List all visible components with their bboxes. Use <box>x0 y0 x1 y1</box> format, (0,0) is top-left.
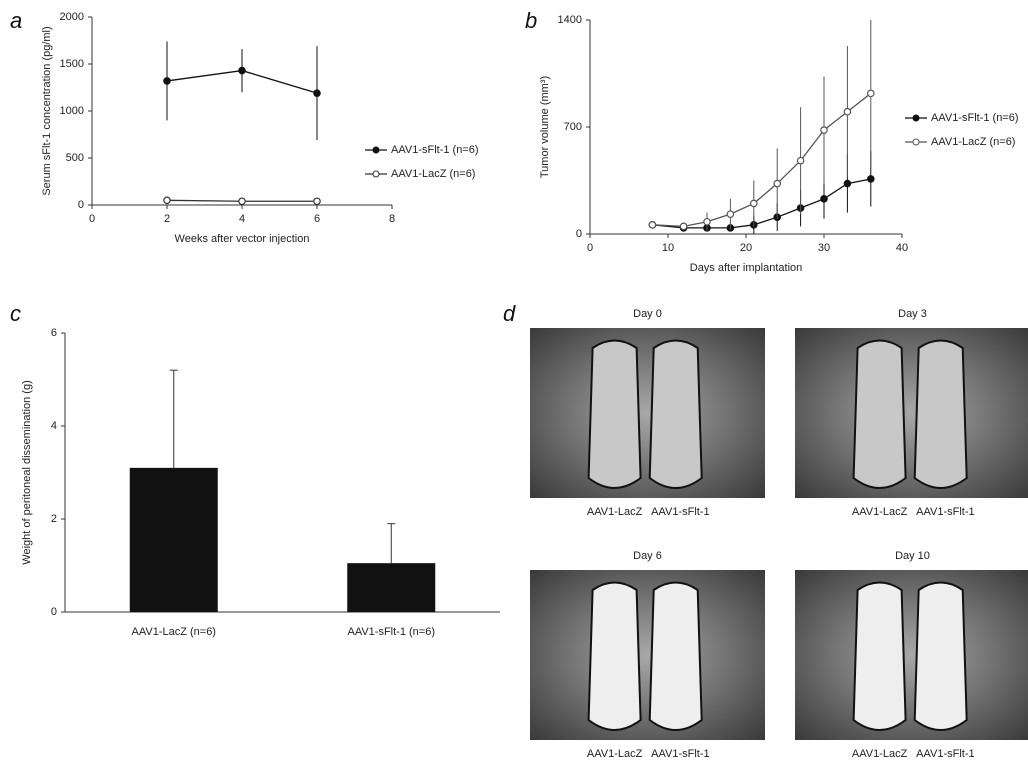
x-axis-label: Days after implantation <box>690 262 803 274</box>
y-axis-label: Weight of peritoneal dissemination (g) <box>21 380 33 564</box>
bar <box>130 468 218 612</box>
data-point <box>751 200 757 206</box>
y-axis-label: Tumor volume (mm³) <box>539 76 551 178</box>
data-point <box>239 198 245 204</box>
mouse-silhouette <box>854 583 906 731</box>
x-tick-label: 30 <box>818 242 830 254</box>
y-tick-label: 1400 <box>558 14 582 26</box>
data-point <box>314 90 320 96</box>
photo-caption: AAV1-sFlt-1 <box>916 506 974 518</box>
photo-caption: AAV1-LacZ <box>852 748 908 760</box>
legend-label: AAV1-sFlt-1 (n=6) <box>931 112 1019 124</box>
mouse-silhouette <box>589 341 641 489</box>
legend-marker <box>913 115 919 121</box>
photo-title: Day 0 <box>633 308 662 320</box>
data-point <box>868 90 874 96</box>
series-line <box>652 179 870 228</box>
figure: a024680500100015002000Weeks after vector… <box>0 0 1028 762</box>
photo-caption: AAV1-LacZ <box>587 506 643 518</box>
mouse-silhouette <box>650 341 702 489</box>
data-point <box>844 180 850 186</box>
x-tick-label: 0 <box>89 213 95 225</box>
photo-title: Day 10 <box>895 550 930 562</box>
data-point <box>844 109 850 115</box>
mouse-silhouette <box>854 341 906 489</box>
data-point <box>774 180 780 186</box>
x-tick-label: 20 <box>740 242 752 254</box>
y-tick-label: 0 <box>51 606 57 618</box>
y-axis-label: Serum sFlt-1 concentration (pg/ml) <box>41 26 53 195</box>
data-point <box>314 198 320 204</box>
y-tick-label: 500 <box>66 152 84 164</box>
panel-label: a <box>10 8 22 33</box>
photo-caption: AAV1-LacZ <box>852 506 908 518</box>
data-point <box>164 78 170 84</box>
data-point <box>704 219 710 225</box>
data-point <box>797 157 803 163</box>
bar <box>347 563 435 612</box>
panel-label: b <box>525 8 537 33</box>
legend-marker <box>373 171 379 177</box>
x-tick-label: 8 <box>389 213 395 225</box>
mouse-silhouette <box>915 341 967 489</box>
mouse-silhouette <box>650 583 702 731</box>
y-tick-label: 0 <box>576 228 582 240</box>
x-tick-label: 6 <box>314 213 320 225</box>
data-point <box>649 222 655 228</box>
photo-caption: AAV1-sFlt-1 <box>916 748 974 760</box>
data-point <box>727 211 733 217</box>
y-tick-label: 6 <box>51 327 57 339</box>
data-point <box>868 176 874 182</box>
photo-caption: AAV1-LacZ <box>587 748 643 760</box>
y-tick-label: 2000 <box>60 11 84 23</box>
legend-marker <box>913 139 919 145</box>
x-axis-label: Weeks after vector injection <box>175 233 310 245</box>
y-tick-label: 700 <box>564 121 582 133</box>
data-point <box>680 223 686 229</box>
photo-caption: AAV1-sFlt-1 <box>651 748 709 760</box>
y-tick-label: 2 <box>51 513 57 525</box>
photo <box>530 328 765 498</box>
panel-label: d <box>503 301 516 326</box>
photo <box>795 570 1028 740</box>
x-tick-label: AAV1-sFlt-1 (n=6) <box>347 626 435 638</box>
x-tick-label: 10 <box>662 242 674 254</box>
x-tick-label: 2 <box>164 213 170 225</box>
mouse-silhouette <box>589 583 641 731</box>
y-tick-label: 1000 <box>60 105 84 117</box>
data-point <box>821 127 827 133</box>
legend-label: AAV1-LacZ (n=6) <box>931 136 1015 148</box>
x-tick-label: 40 <box>896 242 908 254</box>
photo-caption: AAV1-sFlt-1 <box>651 506 709 518</box>
data-point <box>239 67 245 73</box>
series-line <box>652 93 870 226</box>
legend-label: AAV1-LacZ (n=6) <box>391 168 475 180</box>
x-tick-label: AAV1-LacZ (n=6) <box>132 626 216 638</box>
data-point <box>164 197 170 203</box>
x-tick-label: 0 <box>587 242 593 254</box>
photo-title: Day 3 <box>898 308 927 320</box>
y-tick-label: 0 <box>78 199 84 211</box>
y-tick-label: 1500 <box>60 58 84 70</box>
legend-label: AAV1-sFlt-1 (n=6) <box>391 144 479 156</box>
x-tick-label: 4 <box>239 213 245 225</box>
y-tick-label: 4 <box>51 420 57 432</box>
photo <box>530 570 765 740</box>
mouse-silhouette <box>915 583 967 731</box>
legend-marker <box>373 147 379 153</box>
panel-label: c <box>10 301 21 326</box>
photo <box>795 328 1028 498</box>
data-point <box>821 196 827 202</box>
photo-title: Day 6 <box>633 550 662 562</box>
